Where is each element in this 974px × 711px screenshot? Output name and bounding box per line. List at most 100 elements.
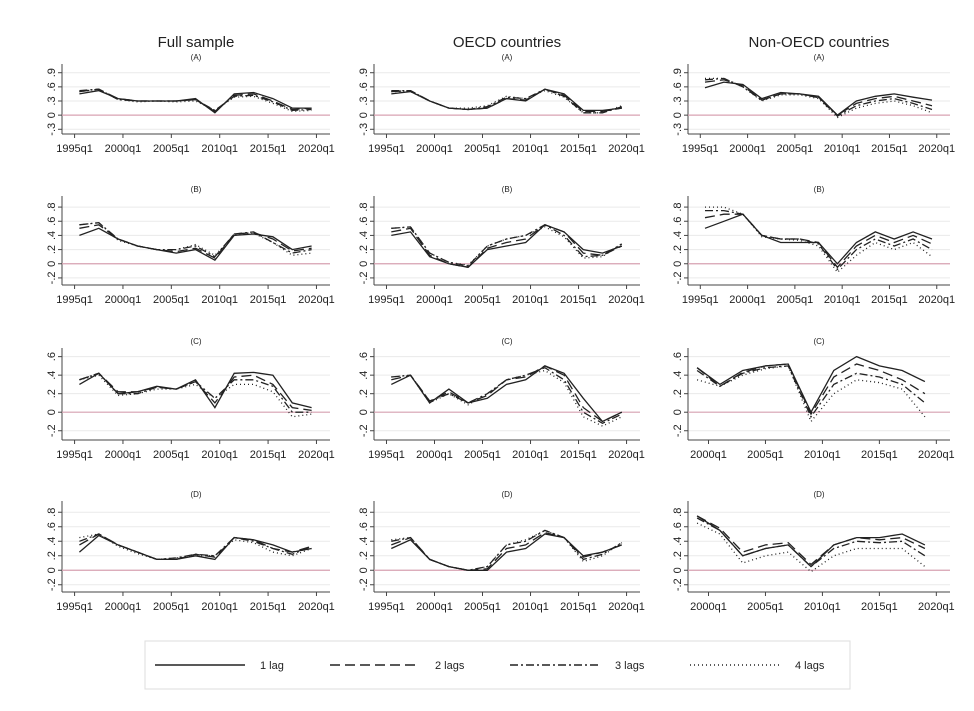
x-tick-label: 2005q1 (747, 601, 784, 613)
y-tick-label: .2 (46, 245, 58, 254)
y-tick-label: .4 (46, 231, 58, 240)
y-tick-label: .8 (672, 508, 684, 517)
y-tick-label: 0 (672, 567, 684, 573)
y-tick-label: -.2 (358, 424, 370, 437)
column-title: Full sample (158, 34, 235, 51)
y-tick-label: .3 (672, 96, 684, 105)
panel-subtitle: (A) (191, 53, 202, 62)
x-tick-label: 2000q1 (729, 143, 766, 155)
series-line (79, 372, 312, 413)
y-tick-label: .4 (358, 537, 370, 546)
y-tick-label: -.2 (672, 424, 684, 437)
legend-label: 1 lag (260, 660, 284, 672)
column-title: OECD countries (453, 34, 561, 51)
series-line (696, 355, 926, 414)
y-tick-label: .9 (358, 68, 370, 77)
x-tick-label: 2015q1 (861, 601, 898, 613)
y-tick-label: -.2 (358, 578, 370, 591)
x-tick-label: 2015q1 (861, 449, 898, 461)
y-tick-label: .2 (358, 245, 370, 254)
x-tick-label: 2020q1 (298, 601, 335, 613)
y-tick-label: 0 (358, 409, 370, 415)
y-tick-label: 0 (672, 409, 684, 415)
y-tick-label: .9 (672, 68, 684, 77)
x-tick-label: 2010q1 (201, 449, 238, 461)
x-tick-label: 2020q1 (608, 601, 645, 613)
legend-box (144, 640, 851, 690)
x-tick-label: 2020q1 (298, 143, 335, 155)
y-tick-label: 0 (46, 567, 58, 573)
y-tick-label: .8 (672, 202, 684, 211)
y-tick-label: .4 (672, 371, 684, 380)
y-tick-label: .6 (672, 352, 684, 361)
x-tick-label: 2015q1 (250, 601, 287, 613)
y-tick-label: .3 (358, 96, 370, 105)
y-tick-label: .6 (46, 82, 58, 91)
y-tick-label: -.2 (46, 424, 58, 437)
x-tick-label: 1995q1 (682, 294, 719, 306)
series-line (391, 226, 623, 266)
x-tick-label: 2000q1 (690, 601, 727, 613)
y-tick-label: 0 (672, 261, 684, 267)
x-tick-label: 2015q1 (871, 143, 908, 155)
legend-label: 3 lags (615, 660, 645, 672)
series-line (696, 365, 926, 423)
x-tick-label: 2010q1 (201, 601, 238, 613)
y-tick-label: -.2 (672, 271, 684, 284)
x-tick-label: 2000q1 (416, 143, 453, 155)
x-tick-label: 2000q1 (729, 294, 766, 306)
series-line (79, 88, 312, 112)
x-tick-label: 2010q1 (824, 143, 861, 155)
x-tick-label: 2000q1 (105, 143, 142, 155)
x-tick-label: 2020q1 (608, 294, 645, 306)
x-tick-label: 1995q1 (368, 294, 405, 306)
y-tick-label: -.3 (672, 123, 684, 136)
x-tick-label: 2015q1 (560, 601, 597, 613)
x-tick-label: 2015q1 (560, 143, 597, 155)
panel-subtitle: (C) (501, 337, 512, 346)
y-tick-label: -.2 (46, 271, 58, 284)
y-tick-label: 0 (46, 409, 58, 415)
x-tick-label: 2000q1 (416, 294, 453, 306)
series-line (79, 224, 312, 259)
y-tick-label: .8 (358, 508, 370, 517)
series-line (391, 529, 623, 571)
y-tick-label: -.2 (358, 271, 370, 284)
x-tick-label: 2005q1 (464, 143, 501, 155)
y-tick-label: .2 (46, 551, 58, 560)
x-tick-label: 2015q1 (560, 294, 597, 306)
series-line (79, 222, 312, 258)
y-tick-label: 0 (46, 112, 58, 118)
x-tick-label: 2010q1 (512, 143, 549, 155)
x-tick-label: 2010q1 (804, 449, 841, 461)
y-tick-label: -.2 (672, 578, 684, 591)
y-tick-label: .6 (358, 522, 370, 531)
x-tick-label: 2000q1 (105, 601, 142, 613)
y-tick-label: .4 (672, 537, 684, 546)
x-tick-label: 2005q1 (777, 294, 814, 306)
y-tick-label: 0 (46, 261, 58, 267)
panel-subtitle: (D) (813, 490, 824, 499)
y-tick-label: .6 (672, 522, 684, 531)
series-line (391, 369, 623, 427)
y-tick-label: .4 (358, 371, 370, 380)
y-tick-label: -.3 (358, 123, 370, 136)
x-tick-label: 2000q1 (416, 449, 453, 461)
y-tick-label: 0 (358, 261, 370, 267)
series-line (705, 209, 933, 271)
y-tick-label: .6 (672, 217, 684, 226)
y-tick-label: .6 (46, 217, 58, 226)
panel-subtitle: (A) (814, 53, 825, 62)
y-tick-label: .8 (358, 202, 370, 211)
y-tick-label: .4 (358, 231, 370, 240)
x-tick-label: 2015q1 (250, 143, 287, 155)
x-tick-label: 2005q1 (153, 143, 190, 155)
x-tick-label: 2000q1 (105, 449, 142, 461)
y-tick-label: -.3 (46, 123, 58, 136)
series-line (704, 79, 933, 116)
x-tick-label: 2005q1 (153, 449, 190, 461)
panel-subtitle: (C) (190, 337, 201, 346)
x-tick-label: 1995q1 (682, 143, 719, 155)
x-tick-label: 2000q1 (690, 449, 727, 461)
